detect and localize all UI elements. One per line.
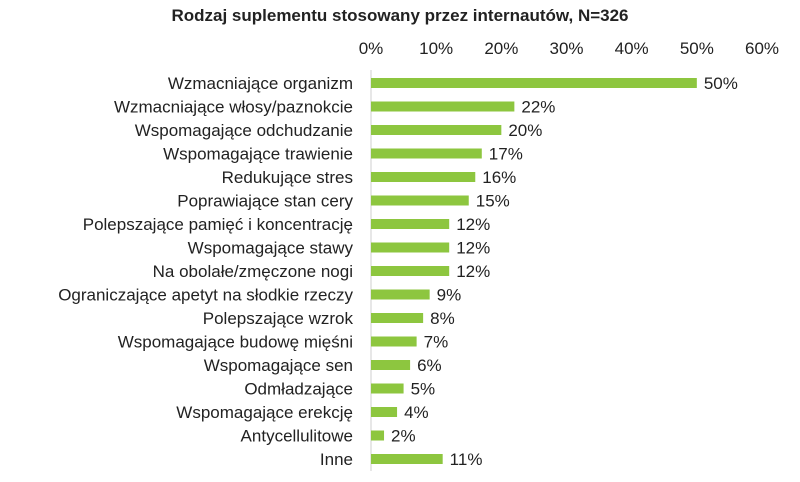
category-label: Wspomagające odchudzanie: [135, 121, 353, 140]
value-label: 11%: [450, 450, 483, 469]
x-tick-label: 10%: [419, 39, 453, 58]
x-tick-label: 30%: [549, 39, 583, 58]
value-label: 17%: [489, 145, 523, 164]
x-tick-label: 0%: [359, 39, 384, 58]
category-label: Poprawiające stan cery: [177, 192, 353, 211]
value-label: 7%: [424, 333, 449, 352]
bar: [371, 242, 450, 253]
bars-group: Wzmacniające organizm 50% Wzmacniające wło…: [58, 74, 738, 469]
value-label: 12%: [456, 215, 490, 234]
category-label: Wspomagające budowę mięśni: [118, 333, 353, 352]
value-label: 4%: [404, 403, 429, 422]
value-label: 9%: [437, 286, 462, 305]
value-label: 50%: [704, 74, 738, 93]
category-label: Redukujące stres: [222, 168, 353, 187]
category-label: Wzmacniające organizm: [168, 74, 353, 93]
x-tick-label: 60%: [745, 39, 779, 58]
bar: [371, 383, 404, 394]
bar: [371, 430, 385, 441]
value-label: 12%: [456, 239, 490, 258]
value-label: 2%: [391, 427, 416, 446]
category-label: Na obolałe/zmęczone nogi: [153, 262, 353, 281]
x-tick-label: 40%: [615, 39, 649, 58]
category-label: Wspomagające stawy: [188, 239, 354, 258]
bar: [371, 454, 443, 464]
bar: [371, 195, 469, 206]
bar: [371, 289, 430, 300]
category-label: Wspomagające sen: [204, 356, 353, 375]
category-label: Wspomagające trawienie: [163, 145, 353, 164]
value-label: 8%: [430, 309, 455, 328]
bar: [371, 360, 411, 370]
value-label: 22%: [521, 98, 555, 117]
bar: [371, 219, 450, 229]
value-label: 20%: [508, 121, 542, 140]
value-label: 16%: [482, 168, 516, 187]
bar: [371, 78, 697, 88]
x-tick-label: 20%: [484, 39, 518, 58]
bar: [371, 313, 424, 323]
category-label: Ograniczające apetyt na słodkie rzeczy: [58, 286, 353, 305]
x-tick-label: 50%: [680, 39, 714, 58]
category-label: Antycellulitowe: [241, 427, 353, 446]
value-label: 12%: [456, 262, 490, 281]
value-label: 6%: [417, 356, 442, 375]
category-label: Wzmacniające włosy/paznokcie: [114, 98, 353, 117]
bar: [371, 125, 502, 135]
category-label: Odmładzające: [244, 380, 353, 399]
category-label: Polepszające wzrok: [203, 309, 354, 328]
x-axis-ticks: 0% 10% 20% 30% 40% 50% 60%: [359, 39, 779, 58]
category-label: Wspomagające erekcję: [176, 403, 353, 422]
bar: [371, 336, 417, 347]
bar: [371, 172, 476, 182]
bar: [371, 407, 398, 417]
category-label: Polepszające pamięć i koncentrację: [83, 215, 353, 234]
chart-title: Rodzaj suplementu stosowany przez intern…: [171, 6, 628, 25]
value-label: 15%: [476, 192, 510, 211]
value-label: 5%: [411, 380, 436, 399]
category-label: Inne: [320, 450, 353, 469]
bar: [371, 266, 450, 276]
bar: [371, 101, 515, 112]
bar: [371, 148, 482, 159]
